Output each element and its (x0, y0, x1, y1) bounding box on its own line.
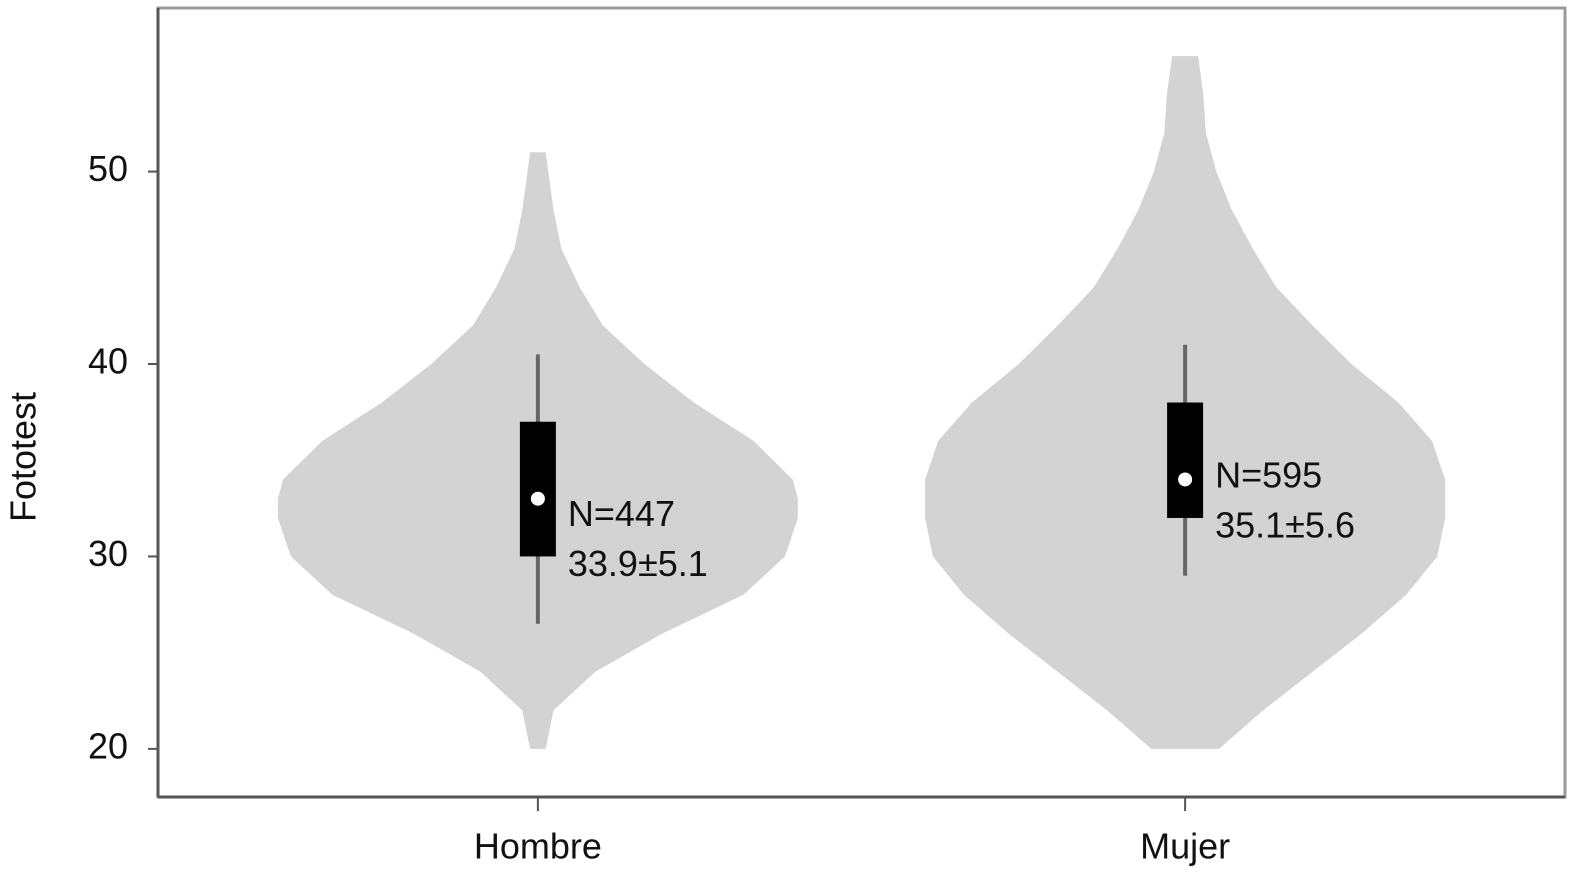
median-dot (530, 491, 545, 506)
y-axis-title: Fototest (3, 392, 44, 522)
stat-label: 33.9±5.1 (568, 543, 708, 584)
y-tick-label: 50 (88, 148, 128, 189)
y-tick-label: 40 (88, 341, 128, 382)
x-tick-label: Mujer (1140, 826, 1230, 867)
stat-label: 35.1±5.6 (1215, 504, 1355, 545)
box (519, 421, 556, 557)
y-tick-label: 30 (88, 533, 128, 574)
n-label: N=447 (568, 493, 675, 534)
median-dot (1178, 472, 1193, 487)
y-tick-label: 20 (88, 725, 128, 766)
x-tick-label: Hombre (474, 826, 602, 867)
box (1167, 402, 1204, 518)
n-label: N=595 (1215, 454, 1322, 495)
